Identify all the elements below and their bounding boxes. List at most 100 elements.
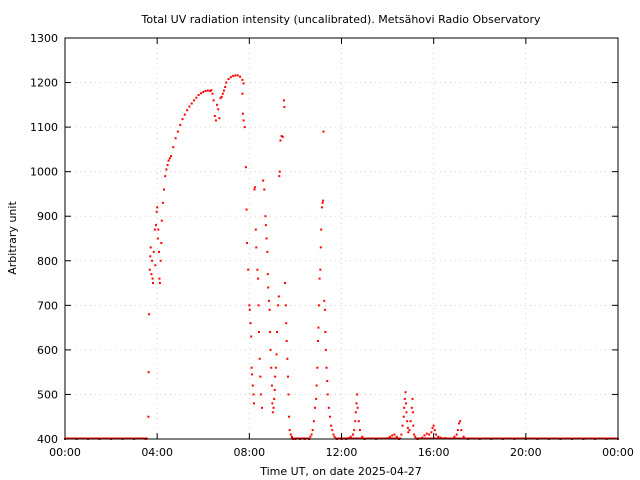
data-point [284,304,287,307]
data-point [320,228,323,231]
data-point [311,429,314,432]
data-point [320,206,323,209]
data-point [158,250,161,253]
data-point [352,433,355,436]
data-point [150,273,153,276]
data-point [190,102,193,105]
data-point [251,384,254,387]
data-point [220,95,223,98]
axis-ticks [64,37,619,440]
data-point [319,246,322,249]
data-point [317,326,320,329]
data-point [241,92,244,95]
data-point [248,308,251,311]
data-point [437,435,440,438]
data-point [266,273,269,276]
data-point [428,433,431,436]
data-point [327,406,330,409]
data-point [409,420,412,423]
data-point [149,246,152,249]
data-point [193,99,196,102]
data-point [246,241,249,244]
y-tick-label: 600 [37,344,58,357]
data-point [159,259,162,262]
data-point [267,299,270,302]
data-point [229,76,232,79]
data-point [324,348,327,351]
data-point [459,420,462,423]
data-point [406,426,409,429]
data-point [353,429,356,432]
grid-lines [65,38,618,439]
data-point [161,201,164,204]
data-point [158,277,161,280]
data-point [357,420,360,423]
data-point [411,397,414,400]
data-point [269,331,272,334]
data-point [405,402,408,405]
data-point [393,433,396,436]
data-point [195,96,198,99]
data-point [285,339,288,342]
data-point [356,393,359,396]
data-point [199,92,202,95]
data-point [267,286,270,289]
data-point [151,259,154,262]
data-point [453,435,456,438]
data-point [259,375,262,378]
data-point [323,299,326,302]
data-point [249,322,252,325]
data-point [245,208,248,211]
data-point [277,304,280,307]
data-point [242,119,245,122]
data-point [274,375,277,378]
data-point [391,434,394,437]
data-point [285,322,288,325]
data-point [431,426,434,429]
data-point [319,268,322,271]
data-point [152,250,155,253]
data-point [273,388,276,391]
data-point [355,402,358,405]
data-point [156,206,159,209]
data-point [413,433,416,436]
data-point [262,179,265,182]
data-point [148,268,151,271]
data-point [289,433,292,436]
y-tick-label: 1300 [30,32,58,45]
x-tick-label: 08:00 [233,446,265,459]
data-point [266,250,269,253]
data-point [325,366,328,369]
data-point [254,186,257,189]
data-point [275,331,278,334]
data-point [430,431,433,434]
data-point [273,397,276,400]
data-point [316,366,319,369]
data-point [323,308,326,311]
data-point [179,123,182,126]
data-point [239,75,242,78]
x-tick-label: 00:00 [602,446,634,459]
data-point [282,99,285,102]
data-point [204,90,207,93]
data-point [257,304,260,307]
data-point [268,308,271,311]
data-point [309,435,312,438]
data-point [331,429,334,432]
data-point [408,429,411,432]
data-point [169,155,172,158]
data-point [332,433,335,436]
data-point [172,146,175,149]
data-point [274,366,277,369]
y-tick-label: 500 [37,388,58,401]
data-point [354,420,357,423]
data-point [271,411,274,414]
data-point [328,415,331,418]
data-point [248,304,251,307]
data-point [156,237,159,240]
data-point [232,74,235,77]
tick-labels: 00:00 04:00 08:00 12:00 16:00 20:00 00:0040050… [30,32,634,459]
data-point [290,435,293,438]
data-point [252,402,255,405]
